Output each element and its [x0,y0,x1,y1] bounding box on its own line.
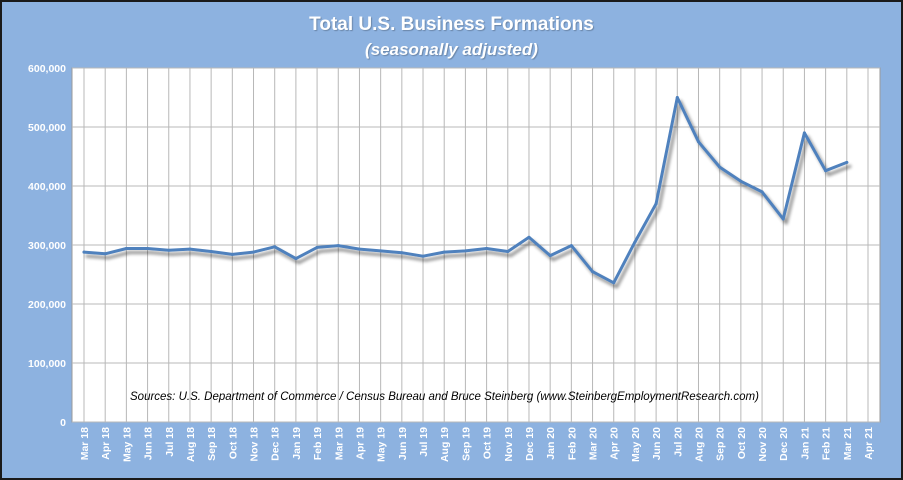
data-point [845,160,849,164]
data-point [336,244,340,248]
x-tick-label: Feb 20 [566,427,578,460]
x-tick-label: Oct 18 [227,427,239,459]
data-point [358,247,361,251]
x-tick-label: Jun 19 [397,427,409,460]
x-tick-label: Feb 19 [312,427,324,460]
x-tick-label: Jun 18 [143,427,155,460]
data-point [675,96,679,99]
data-point [442,250,446,254]
chart-subtitle: (seasonally adjusted) [365,40,538,59]
data-point [591,270,594,274]
data-point [188,247,192,251]
data-point [612,281,616,285]
x-tick-label: Jan 20 [545,427,557,460]
data-point [781,217,785,221]
x-tick-label: Nov 18 [249,427,261,462]
data-point [209,250,213,253]
data-point [82,250,86,254]
grid-lines [72,67,880,423]
data-point [294,257,298,261]
data-point [760,190,764,194]
x-tick-label: Apr 19 [354,427,366,460]
x-tick-label: Jan 21 [799,427,811,460]
data-point [315,245,319,249]
data-point [824,169,828,173]
x-tick-label: Jun 20 [651,427,663,460]
data-point [802,131,806,135]
y-tick-label: 200,000 [28,299,66,311]
y-axis: 0 100,000 200,000 300,000 400,000 500,000 600,… [28,63,66,429]
x-tick-label: Feb 21 [821,427,833,460]
y-tick-label: 600,000 [28,63,66,75]
x-tick-label: Jan 19 [291,427,303,460]
series-group [82,96,849,285]
data-point [485,247,489,250]
x-tick-label: Apr 21 [863,427,875,460]
data-point [506,250,510,253]
data-point [697,140,700,144]
x-tick-label: Nov 19 [503,427,515,462]
x-tick-label: Jul 19 [418,427,430,457]
y-tick-label: 400,000 [28,181,66,193]
data-point [633,240,637,244]
x-tick-label: Dec 18 [270,427,282,461]
x-tick-label: Jul 20 [672,427,684,457]
x-tick-label: May 20 [630,427,642,462]
x-tick-label: Mar 21 [842,427,854,460]
data-point [400,251,404,255]
chart-title: Total U.S. Business Formations [309,14,594,35]
data-point [548,254,552,258]
x-tick-label: Aug 20 [693,427,705,462]
x-tick-label: Apr 18 [100,427,112,460]
x-tick-label: Aug 19 [439,427,451,462]
x-tick-label: Oct 20 [736,427,748,459]
y-tick-label: 100,000 [28,358,66,370]
x-tick-label: Sep 19 [460,427,472,461]
x-tick-label: Oct 19 [482,427,494,459]
data-point [103,252,107,256]
x-axis: Mar 18 Apr 18 May 18 Jun 18 Jul 18 Aug 18 Sep … [79,427,875,462]
data-point [739,179,743,183]
x-tick-label: May 18 [121,427,133,462]
x-tick-label: Mar 18 [79,427,91,460]
x-tick-label: Mar 20 [588,427,600,460]
data-point [124,247,128,250]
x-tick-label: Dec 20 [778,427,790,461]
x-tick-label: Sep 20 [715,427,727,461]
x-tick-label: Jul 18 [164,427,176,457]
data-point [527,235,531,239]
data-point [146,247,150,250]
data-point [273,245,277,249]
x-tick-label: May 19 [376,427,388,462]
data-point [569,244,573,248]
x-tick-label: Dec 19 [524,427,536,461]
y-tick-label: 0 [60,417,66,429]
x-tick-label: Nov 20 [757,427,769,462]
y-tick-label: 500,000 [28,122,66,134]
data-point [463,249,467,253]
x-tick-label: Sep 18 [206,427,218,461]
x-tick-label: Mar 19 [333,427,345,460]
x-tick-label: Aug 18 [185,427,197,462]
y-tick-label: 300,000 [28,240,66,252]
data-point [230,252,234,256]
data-point [421,254,425,258]
data-point [718,165,722,169]
data-point [167,248,171,252]
source-note: Sources: U.S. Department of Commerce / C… [130,391,759,403]
data-point [654,202,658,206]
data-point [379,249,383,253]
x-tick-label: Apr 20 [609,427,621,460]
data-point [252,250,255,254]
